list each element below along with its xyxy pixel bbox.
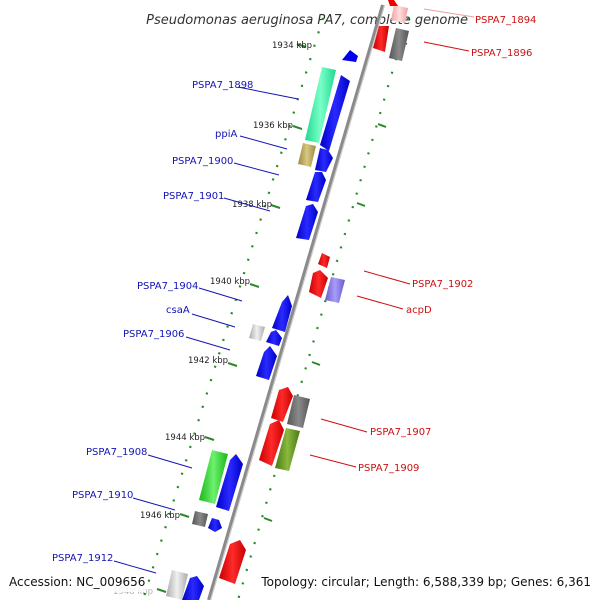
gene-label[interactable]: PSPA7_1900 bbox=[172, 156, 233, 167]
topology-text: Topology: circular; Length: 6,588,339 bp… bbox=[260, 575, 591, 589]
gene-block-olive[interactable] bbox=[275, 428, 300, 471]
gene-label[interactable]: csaA bbox=[166, 305, 190, 316]
right-gene-labels: PSPA7_1894 PSPA7_1896 PSPA7_1902 acpD PS… bbox=[309, 8, 536, 474]
kbp-label: 1946 kbp bbox=[140, 511, 180, 521]
gene-label[interactable]: PSPA7_1912 bbox=[52, 553, 113, 564]
gene-label[interactable]: acpD bbox=[406, 305, 432, 316]
reverse-genes bbox=[219, 0, 409, 584]
gene-arrow[interactable] bbox=[296, 204, 318, 240]
gene-arrow[interactable] bbox=[342, 50, 358, 62]
map-title: Pseudomonas aeruginosa PA7, complete gen… bbox=[146, 13, 468, 28]
gene-arrow[interactable] bbox=[256, 346, 277, 380]
kbp-label: 1938 kbp bbox=[232, 200, 272, 210]
gene-label[interactable]: PSPA7_1909 bbox=[358, 463, 419, 474]
gene-block-gray[interactable] bbox=[389, 28, 409, 61]
footer-left-bg bbox=[6, 572, 146, 592]
gene-arrow[interactable] bbox=[309, 270, 328, 298]
gene-arrow[interactable] bbox=[373, 26, 389, 52]
dotted-tracks bbox=[141, 17, 410, 600]
kbp-tick bbox=[296, 43, 307, 48]
inner-dotted-track bbox=[236, 17, 410, 600]
gene-arrow[interactable] bbox=[182, 576, 204, 600]
kbp-tick bbox=[179, 513, 190, 518]
gene-block-khaki[interactable] bbox=[298, 143, 316, 167]
gene-label[interactable]: PSPA7_1898 bbox=[192, 80, 253, 91]
gene-block-pink[interactable] bbox=[391, 5, 408, 23]
forward-genes bbox=[182, 50, 358, 600]
left-gene-labels: PSPA7_1898 ppiA PSPA7_1900 PSPA7_1901 PS… bbox=[52, 80, 299, 574]
gene-arrow[interactable] bbox=[320, 75, 350, 151]
accession-text: Accession: NC_009656 bbox=[9, 575, 145, 589]
forward-features bbox=[166, 67, 336, 600]
kbp-label: 1942 kbp bbox=[188, 356, 228, 366]
gene-arrow[interactable] bbox=[216, 454, 243, 511]
gene-arrow[interactable] bbox=[266, 330, 282, 346]
kbp-tick bbox=[227, 362, 238, 367]
footer-right-bg bbox=[255, 572, 597, 592]
gene-label[interactable]: PSPA7_1904 bbox=[137, 281, 198, 292]
gene-arrow[interactable] bbox=[208, 518, 222, 532]
gene-label[interactable]: PSPA7_1894 bbox=[475, 15, 536, 26]
gene-label[interactable]: PSPA7_1910 bbox=[72, 490, 133, 501]
gene-label[interactable]: PSPA7_1901 bbox=[163, 191, 224, 202]
kbp-tick bbox=[204, 436, 215, 441]
gene-arrow[interactable] bbox=[259, 420, 284, 466]
gene-block-lgray[interactable] bbox=[166, 570, 188, 600]
gene-arrow[interactable] bbox=[315, 148, 333, 172]
kbp-label: 1934 kbp bbox=[272, 41, 312, 51]
genome-backbone bbox=[207, 4, 385, 600]
gene-arrow[interactable] bbox=[272, 295, 292, 332]
gene-label[interactable]: PSPA7_1906 bbox=[123, 329, 184, 340]
gene-arrow[interactable] bbox=[306, 172, 326, 202]
kbp-tick bbox=[156, 588, 167, 593]
gene-block-lgray[interactable] bbox=[249, 324, 265, 341]
gene-label[interactable]: PSPA7_1896 bbox=[471, 48, 532, 59]
gene-block-cyan[interactable] bbox=[305, 67, 336, 143]
gene-arrow[interactable] bbox=[219, 540, 246, 584]
kbp-label: 1936 kbp bbox=[253, 121, 293, 131]
kbp-label: 1944 kbp bbox=[165, 433, 205, 443]
kbp-tick bbox=[249, 283, 260, 288]
gene-block-gray[interactable] bbox=[287, 395, 310, 428]
gene-arrow[interactable] bbox=[318, 253, 330, 268]
kbp-tick bbox=[292, 125, 303, 130]
gene-block-gray[interactable] bbox=[192, 511, 208, 527]
gene-label[interactable]: PSPA7_1902 bbox=[412, 279, 473, 290]
gene-label[interactable]: ppiA bbox=[215, 129, 237, 140]
gene-label[interactable]: PSPA7_1908 bbox=[86, 447, 147, 458]
kbp-tick bbox=[270, 204, 281, 209]
gene-block-green[interactable] bbox=[199, 450, 228, 504]
gene-label[interactable]: PSPA7_1907 bbox=[370, 427, 431, 438]
kbp-label: 1940 kbp bbox=[210, 277, 250, 287]
gene-arrow[interactable] bbox=[388, 0, 398, 6]
gene-block-purple[interactable] bbox=[325, 277, 345, 303]
gene-arrow[interactable] bbox=[271, 387, 293, 422]
